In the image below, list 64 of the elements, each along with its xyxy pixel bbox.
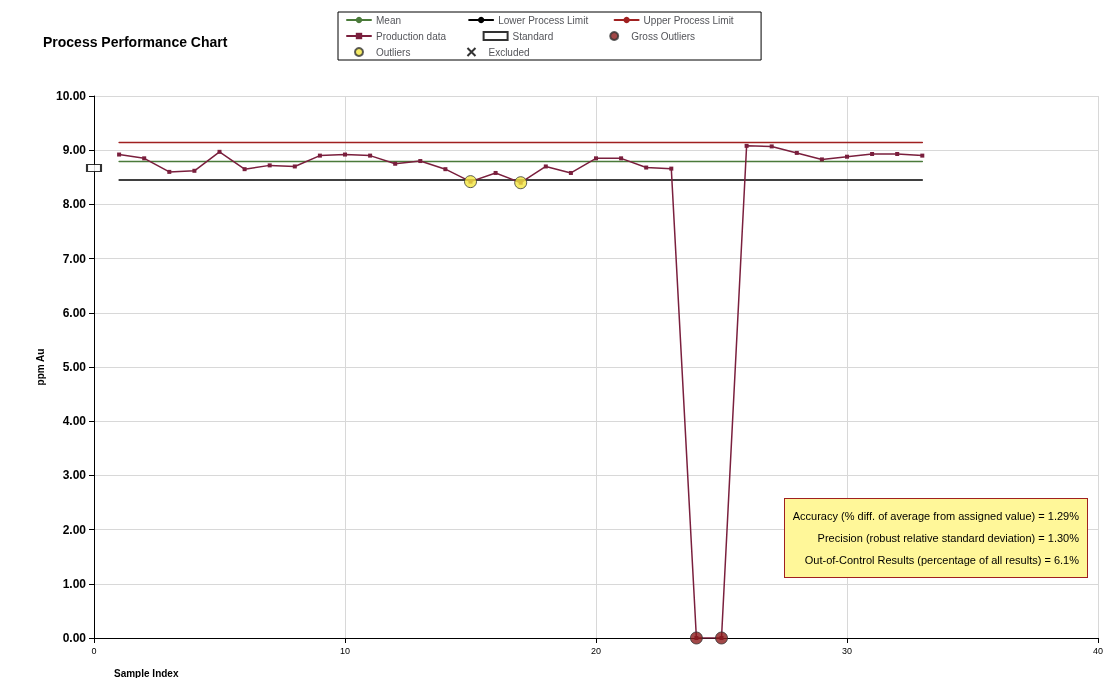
y-tick-label: 0.00 — [62, 631, 87, 645]
point — [217, 149, 222, 154]
legend-label: Outliers — [376, 46, 461, 58]
x-tick-label: 20 — [590, 645, 602, 656]
point — [393, 161, 398, 166]
legend-label: Excluded — [488, 46, 580, 58]
chart-title: Process Performance Chart — [43, 34, 228, 50]
point — [744, 143, 749, 148]
point — [343, 152, 347, 157]
y-tick-label: 8.00 — [62, 197, 87, 212]
point — [418, 159, 423, 164]
point — [870, 151, 875, 156]
x-tick-label: 0 — [91, 645, 97, 656]
point — [192, 168, 197, 173]
x-tick-label: 30 — [841, 645, 853, 656]
y-tick-label: 5.00 — [62, 360, 87, 374]
point — [242, 167, 247, 172]
legend-label: Gross Outliers — [631, 30, 729, 42]
legend-label: Standard — [512, 30, 604, 42]
point — [644, 165, 649, 170]
point — [543, 164, 548, 169]
point — [464, 175, 477, 189]
point — [443, 167, 448, 172]
point — [167, 169, 172, 174]
y-tick-label: 3.00 — [62, 468, 87, 483]
legend-label: Mean — [376, 14, 463, 26]
point — [895, 151, 900, 156]
point — [669, 166, 674, 171]
x-axis-title: Sample Index — [114, 667, 179, 679]
point — [619, 156, 624, 161]
y-axis-title: ppm Au — [34, 348, 46, 386]
annotation: Out-of-Control Results (percentage of all results) = 6.1% — [803, 553, 1079, 568]
point — [845, 154, 849, 159]
point — [689, 631, 703, 645]
point — [117, 152, 122, 157]
point — [769, 144, 774, 149]
point — [794, 150, 799, 155]
legend-label: Production data — [376, 30, 477, 42]
point — [292, 164, 297, 169]
y-tick-label: 9.00 — [62, 143, 87, 158]
y-tick-label: 1.00 — [62, 576, 87, 591]
point — [920, 153, 925, 158]
annotation: Precision (robust relative standard deviation) = 1.30% — [816, 531, 1079, 546]
y-tick-label: 7.00 — [62, 251, 87, 266]
y-tick-label: 4.00 — [62, 414, 87, 429]
point — [142, 156, 147, 161]
legend-label: Lower Process Limit — [498, 14, 608, 26]
point — [819, 157, 824, 162]
point — [368, 153, 373, 158]
point — [715, 631, 728, 645]
y-tick-label: 10.00 — [55, 89, 87, 103]
annotation: Accuracy (% diff. of average from assigned value) = 1.29% — [792, 509, 1079, 524]
legend-label: Upper Process Limit — [643, 14, 754, 26]
point — [514, 176, 528, 190]
y-tick-label: 2.00 — [62, 522, 87, 537]
note-box: Accuracy (% diff. of average from assigned value) = 1.29% Precision (robust relative standard deviation) = 1.30% Out-of-Control Results (percentage of all results) = 6.1% — [783, 498, 1088, 578]
point — [594, 156, 598, 161]
point — [267, 163, 272, 168]
point — [568, 170, 573, 175]
x-tick-label: 40 — [1092, 645, 1104, 656]
y-tick-label: 6.00 — [62, 305, 87, 320]
x-tick-label: 10 — [339, 645, 351, 656]
point — [493, 170, 498, 175]
point — [317, 153, 322, 158]
